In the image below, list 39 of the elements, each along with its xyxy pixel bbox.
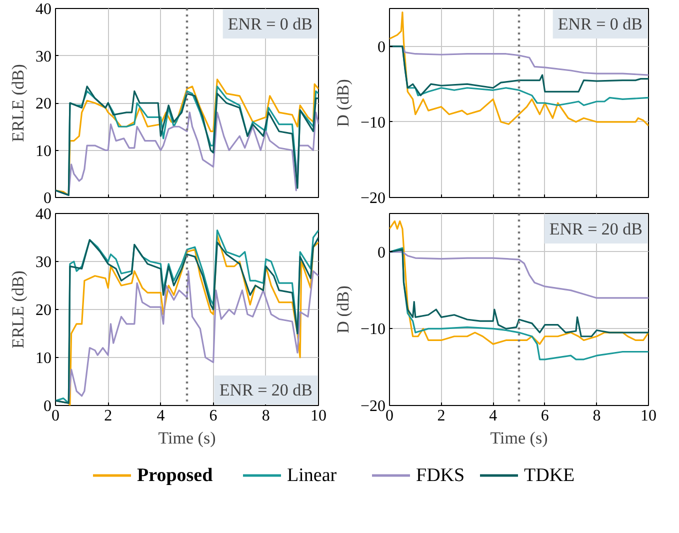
y-tick-label: 30 (36, 48, 52, 66)
y-tick-label: 30 (36, 254, 52, 271)
annotation: ENR = 0 dB (558, 14, 643, 34)
x-tick-label: 2 (437, 408, 446, 424)
legend-label: FDKS (416, 465, 465, 486)
x-tick-label: 6 (209, 408, 218, 424)
legend-label: Linear (287, 465, 338, 486)
y-tick-label: 20 (36, 302, 52, 319)
x-axis-title: Time (s) (158, 428, 216, 448)
x-tick-label: 10 (310, 408, 326, 424)
x-tick-label: 4 (156, 408, 165, 424)
y-tick-label: −20 (360, 190, 386, 207)
x-axis-title: Time (s) (490, 428, 548, 448)
y-tick-label: 10 (36, 350, 52, 367)
y-tick-label: 20 (36, 96, 52, 112)
x-tick-label: 8 (262, 408, 270, 424)
y-tick-label: −10 (360, 114, 386, 132)
legend-label: Proposed (137, 465, 214, 486)
y-tick-label: 40 (36, 206, 52, 223)
x-tick-label: 6 (540, 408, 549, 424)
x-tick-label: 4 (489, 408, 498, 424)
x-tick-label: 2 (104, 408, 112, 424)
y-tick-label: 0 (378, 38, 386, 56)
y-axis-title: D (dB) (333, 79, 352, 127)
y-tick-label: −10 (360, 321, 386, 338)
y-tick-label: 0 (44, 190, 52, 207)
y-axis-title: ERLE (dB) (8, 64, 28, 142)
y-tick-label: 10 (36, 142, 52, 160)
y-tick-label: 0 (378, 244, 386, 262)
x-tick-label: 10 (640, 408, 656, 424)
y-tick-label: 40 (36, 1, 52, 18)
legend-label: TDKE (524, 465, 575, 486)
annotation: ENR = 0 dB (228, 14, 313, 34)
y-axis-title: ERLE (dB) (8, 270, 28, 348)
x-tick-label: 8 (592, 408, 601, 424)
y-axis-title: D (dB) (333, 286, 352, 334)
annotation: ENR = 20 dB (549, 220, 643, 238)
y-tick-label: −20 (360, 398, 386, 415)
annotation: ENR = 20 dB (219, 380, 313, 400)
